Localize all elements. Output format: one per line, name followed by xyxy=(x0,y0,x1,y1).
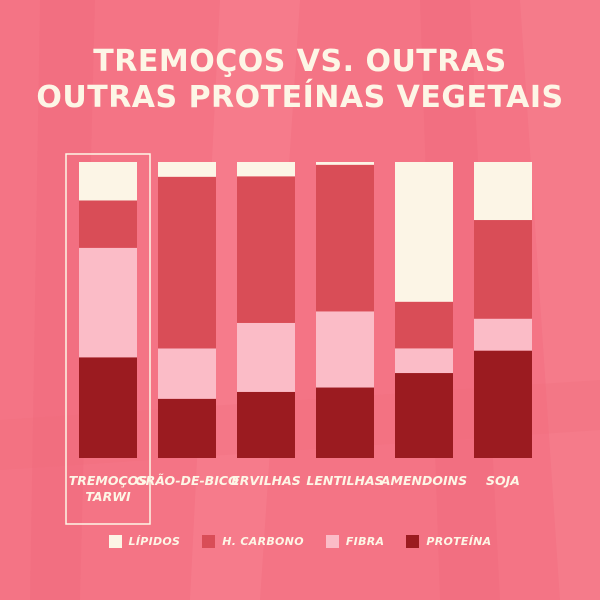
legend-label: H. CARBONO xyxy=(222,535,304,548)
chart-title-line-1: TREMOÇOS VS. OUTRAS xyxy=(93,44,507,79)
legend-label: LÍPIDOS xyxy=(128,535,181,548)
x-tick-label: AMENDOINS xyxy=(380,473,467,488)
bar-segment-h_carbono xyxy=(158,176,216,349)
bar-segment-h_carbono xyxy=(237,176,295,323)
bar-segment-fibra xyxy=(79,247,137,358)
bar-segment-lipidos xyxy=(474,162,532,221)
bar-segment-fibra xyxy=(237,322,295,392)
legend-label: PROTEÍNA xyxy=(426,535,492,548)
bar-segment-lipidos xyxy=(316,162,374,165)
chart-title: TREMOÇOS VS. OUTRAS OUTRAS PROTEÍNAS VEG… xyxy=(0,44,600,116)
legend-item-h_carbono: H. CARBONO xyxy=(202,535,304,548)
bar-segment-proteina xyxy=(237,391,295,458)
x-tick-label: TARWI xyxy=(85,489,131,504)
legend-swatch xyxy=(325,535,339,548)
bar-segment-proteina xyxy=(474,350,532,458)
bar-segment-fibra xyxy=(395,348,453,374)
bar-segment-proteina xyxy=(316,387,374,458)
x-tick-label: LENTILHAS xyxy=(306,473,383,488)
x-tick-label: ERVILHAS xyxy=(231,473,301,488)
legend-swatch xyxy=(406,535,420,548)
bar-segment-proteina xyxy=(158,398,216,458)
bar-segment-proteina xyxy=(79,357,137,458)
legend-item-proteina: PROTEÍNA xyxy=(406,535,491,548)
bar-segment-h_carbono xyxy=(79,200,137,248)
x-tick-label: GRÃO-DE-BICO xyxy=(135,473,239,488)
highlight-frame xyxy=(65,153,151,525)
legend-swatch xyxy=(108,535,122,548)
legend-label: FIBRA xyxy=(345,535,385,548)
bar-segment-lipidos xyxy=(395,162,453,302)
chart-legend: LÍPIDOS H. CARBONO FIBRA PROTEÍNA xyxy=(0,535,600,548)
x-tick-label: TREMOÇOS xyxy=(69,473,148,488)
bar-segment-fibra xyxy=(316,311,374,388)
legend-swatch xyxy=(202,535,216,548)
bar-segment-h_carbono xyxy=(474,220,532,319)
bar-segment-fibra xyxy=(158,348,216,399)
bar-segment-proteina xyxy=(395,373,453,458)
bar-segment-h_carbono xyxy=(395,301,453,349)
legend-item-lipidos: LÍPIDOS xyxy=(108,535,181,548)
bar-segment-h_carbono xyxy=(316,164,374,312)
bar-segment-fibra xyxy=(474,318,532,351)
bar-segment-lipidos xyxy=(158,162,216,177)
bar-segment-lipidos xyxy=(237,162,295,177)
chart-title-line-2: OUTRAS PROTEÍNAS VEGETAIS xyxy=(36,80,564,115)
legend-item-fibra: FIBRA xyxy=(325,535,385,548)
bar-segment-lipidos xyxy=(79,162,137,201)
x-tick-label: SOJA xyxy=(486,473,520,488)
